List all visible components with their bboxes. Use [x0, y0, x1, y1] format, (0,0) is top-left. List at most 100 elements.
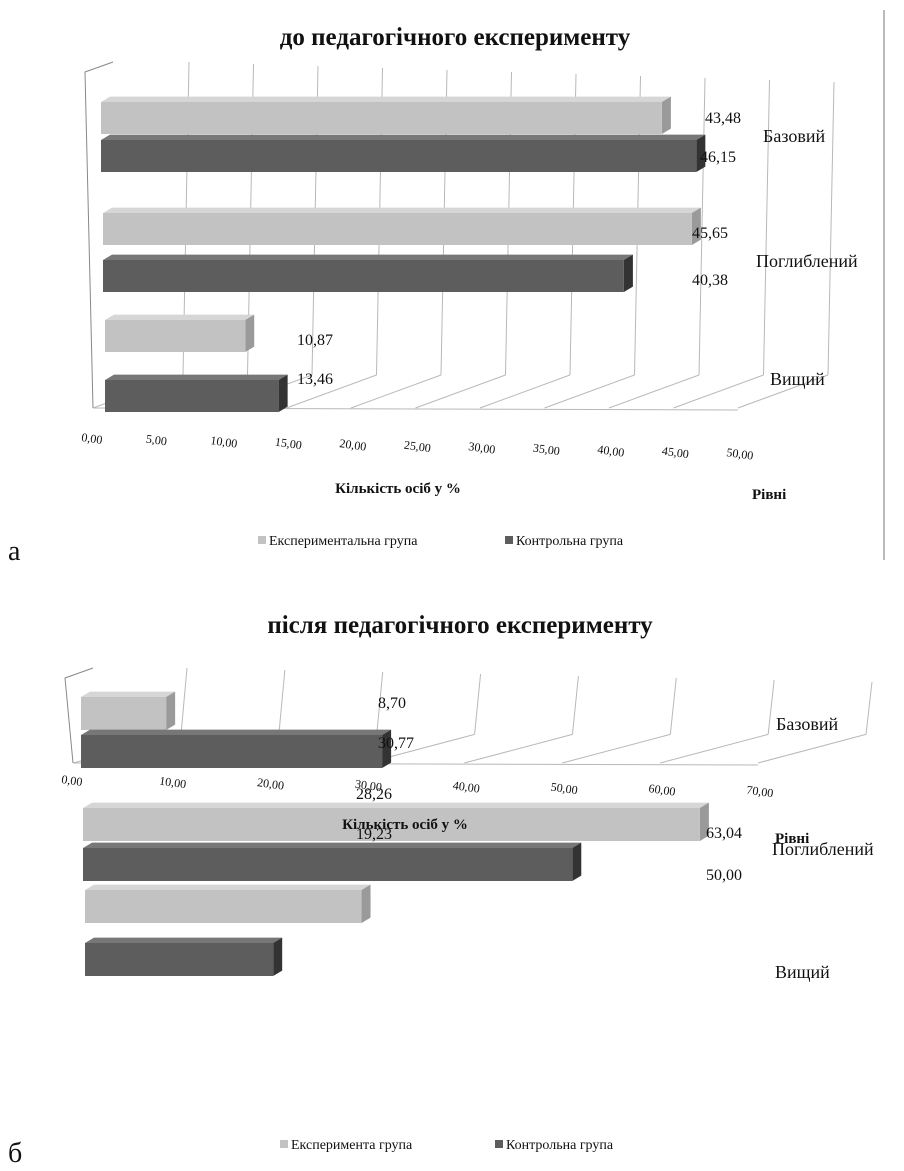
- data-label: 10,87: [297, 332, 333, 349]
- x-tick-label: 0,00: [81, 430, 104, 447]
- floor-gridline: [286, 374, 377, 409]
- bar-experimental-top: [101, 96, 671, 102]
- bar-experimental: [105, 320, 246, 352]
- bar-experimental-top: [105, 314, 255, 320]
- bar-control-side: [273, 937, 283, 976]
- data-label: 40,38: [692, 272, 728, 289]
- bar-control-side: [623, 254, 633, 292]
- x-tick-label: 50,00: [726, 445, 755, 463]
- data-label: 30,77: [378, 735, 414, 752]
- bar-experimental-side: [361, 884, 371, 923]
- bar-control: [103, 260, 624, 292]
- floor-gridline: [562, 733, 671, 764]
- data-label: 63,04: [706, 825, 742, 842]
- chart-panel-after: б після педагогічного експерименту 8,70 30,…: [0, 590, 904, 1169]
- x-tick-label: 40,00: [597, 442, 626, 460]
- bar-experimental: [101, 102, 662, 134]
- data-label: 8,70: [378, 695, 406, 712]
- wall-gridline: [698, 77, 706, 376]
- legend-swatch-control: [505, 536, 513, 544]
- category-label: Поглиблений: [756, 251, 858, 271]
- floor-gridline: [415, 374, 506, 409]
- wall-gridline: [767, 679, 775, 735]
- x-tick-label: 45,00: [661, 444, 690, 462]
- floor-gridline: [660, 733, 769, 764]
- x-axis-label: Кількість осіб у %: [342, 817, 468, 833]
- wall-gridline: [669, 677, 677, 735]
- floor-gridline: [479, 374, 571, 409]
- bar-experimental: [85, 890, 362, 923]
- x-tick-label: 50,00: [550, 780, 579, 798]
- legend-label-control: Контрольна група: [516, 534, 624, 549]
- chart-before-svg: а до педагогічного експерименту 43,48 46,15…: [8, 10, 885, 567]
- floor-gridline: [608, 374, 700, 409]
- chart-after-svg: б після педагогічного експерименту 8,70 30,…: [8, 612, 874, 1169]
- floor-gridline: [350, 374, 442, 409]
- floor-gridline: [544, 374, 635, 409]
- bar-experimental-side: [245, 314, 255, 352]
- category-label: Базовий: [776, 714, 838, 734]
- x-tick-label: 70,00: [746, 783, 775, 801]
- x-tick-label: 40,00: [452, 778, 481, 796]
- x-tick-label: 10,00: [158, 774, 187, 792]
- panel-letter: а: [8, 536, 21, 567]
- data-label: 50,00: [706, 867, 742, 884]
- category-label: Поглиблений: [772, 839, 874, 859]
- category-label: Вищий: [770, 369, 825, 389]
- bar-experimental-side: [699, 802, 709, 841]
- x-tick-label: 20,00: [339, 436, 368, 454]
- x-axis-label: Кількість осіб у %: [335, 481, 461, 497]
- bar-control-top: [85, 937, 283, 943]
- x-tick-label: 0,00: [61, 772, 84, 789]
- bar-experimental-side: [691, 207, 701, 245]
- left-wall: [84, 61, 114, 409]
- bar-experimental: [83, 808, 700, 841]
- bar-experimental-top: [81, 691, 176, 697]
- x-tick-label: 20,00: [256, 775, 285, 793]
- bar-control: [81, 735, 383, 768]
- floor-gridline: [673, 374, 764, 409]
- data-label: 13,46: [297, 371, 333, 388]
- x-tick-label: 30,00: [468, 439, 497, 457]
- data-label: 43,48: [705, 110, 741, 127]
- data-label: 46,15: [700, 149, 736, 166]
- legend-label-control: Контрольна група: [506, 1138, 614, 1153]
- x-tick-label: 15,00: [274, 435, 303, 453]
- bar-control-side: [382, 729, 392, 768]
- legend-label-experimental: Експеримента група: [291, 1138, 413, 1153]
- bar-control: [83, 848, 573, 881]
- chart-title: після педагогічного експерименту: [267, 612, 653, 639]
- levels-axis-label: Рівні: [775, 831, 809, 847]
- bar-control: [101, 140, 697, 172]
- chart-title: до педагогічного експерименту: [280, 24, 631, 51]
- data-label: 28,26: [356, 786, 392, 803]
- bar-control-top: [101, 134, 706, 140]
- floor-gridline: [737, 374, 829, 409]
- bar-experimental-top: [83, 802, 709, 808]
- bar-experimental: [81, 697, 167, 730]
- legend-swatch-control: [495, 1140, 503, 1148]
- bar-control-side: [696, 134, 706, 172]
- x-tick-label: 35,00: [532, 441, 561, 459]
- bar-control-side: [572, 842, 582, 881]
- bar-control-top: [105, 374, 288, 380]
- legend-swatch-experimental: [258, 536, 266, 544]
- wall-gridline: [763, 79, 770, 376]
- bar-control-top: [81, 729, 392, 735]
- bar-experimental: [103, 213, 692, 245]
- floor-gridline: [464, 733, 573, 764]
- bar-experimental-side: [661, 96, 671, 134]
- category-label: Вищий: [775, 962, 830, 982]
- bar-control: [105, 380, 279, 412]
- chart-panel-before: а до педагогічного експерименту 43,48 46,15…: [0, 0, 904, 575]
- legend-swatch-experimental: [280, 1140, 288, 1148]
- bar-control: [85, 943, 274, 976]
- wall-gridline: [376, 671, 384, 735]
- wall-gridline: [571, 675, 579, 735]
- panel-letter: б: [8, 1138, 22, 1166]
- data-label: 45,65: [692, 225, 728, 242]
- bar-control-top: [83, 842, 582, 848]
- floor-gridline: [757, 733, 867, 764]
- bar-control-side: [278, 374, 288, 412]
- wall-gridline: [180, 667, 188, 735]
